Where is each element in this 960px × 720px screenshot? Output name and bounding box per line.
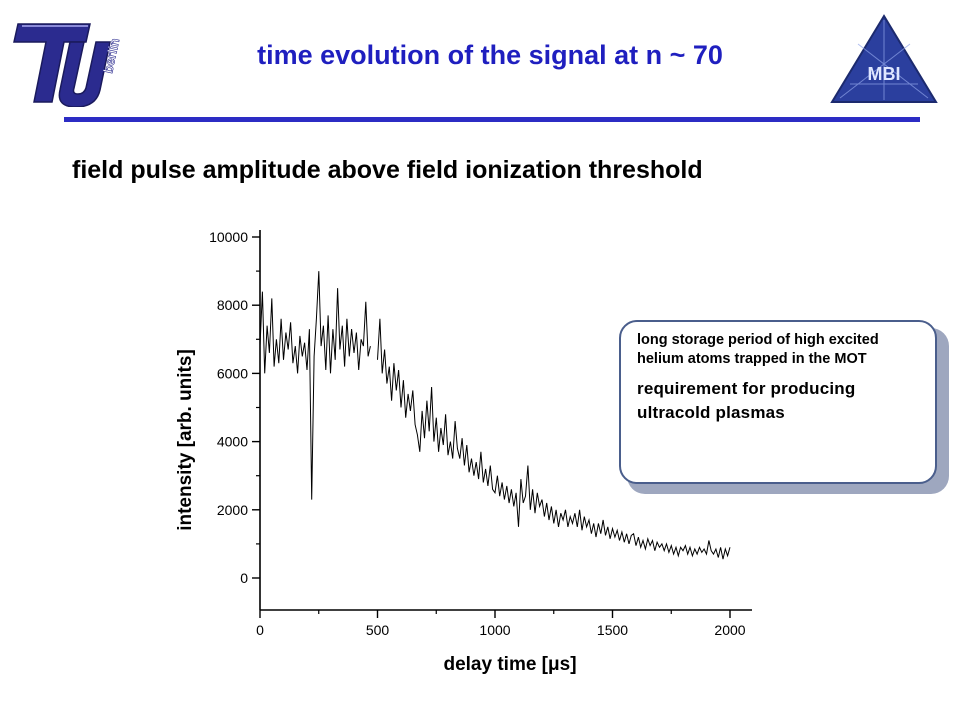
chart-axes [259,230,752,611]
y-tick-label: 10000 [209,229,248,245]
callout-text-requirement: requirement for producing ultracold plas… [637,379,856,422]
x-tick-label: 0 [256,622,264,638]
tu-berlin-logo: berlin [13,23,122,107]
x-tick-label: 500 [366,622,390,638]
x-axis-label: delay time [μs] [443,654,577,675]
tu-logo-letters [13,23,111,107]
callout-text-storage: long storage period of high excited heli… [637,332,879,367]
slide-title: time evolution of the signal at n ~ 70 [257,40,723,70]
mbi-logo-text: MBI [868,64,901,84]
y-tick-label: 4000 [217,434,248,450]
y-tick-label: 2000 [217,502,248,518]
x-tick-label: 1500 [597,622,628,638]
x-tick-label: 2000 [714,622,745,638]
chart-series [259,271,731,560]
y-tick-label: 8000 [217,297,248,313]
slide-subtitle: field pulse amplitude above field ioniza… [72,156,703,184]
chart-ticks: 0 2000 4000 6000 8000 10000 0 500 1000 1500 2000 [209,229,746,638]
y-tick-label: 6000 [217,365,248,381]
y-axis-label: intensity [arb. units] [175,349,196,531]
tu-logo-berlin-text: berlin [100,37,122,75]
y-tick-label: 0 [240,570,248,586]
title-divider [64,117,920,122]
mbi-logo: MBI [830,14,938,103]
x-tick-label: 1000 [479,622,510,638]
callout-box: long storage period of high excited heli… [619,320,937,484]
signal-trace [377,318,731,560]
signal-trace [259,271,371,500]
